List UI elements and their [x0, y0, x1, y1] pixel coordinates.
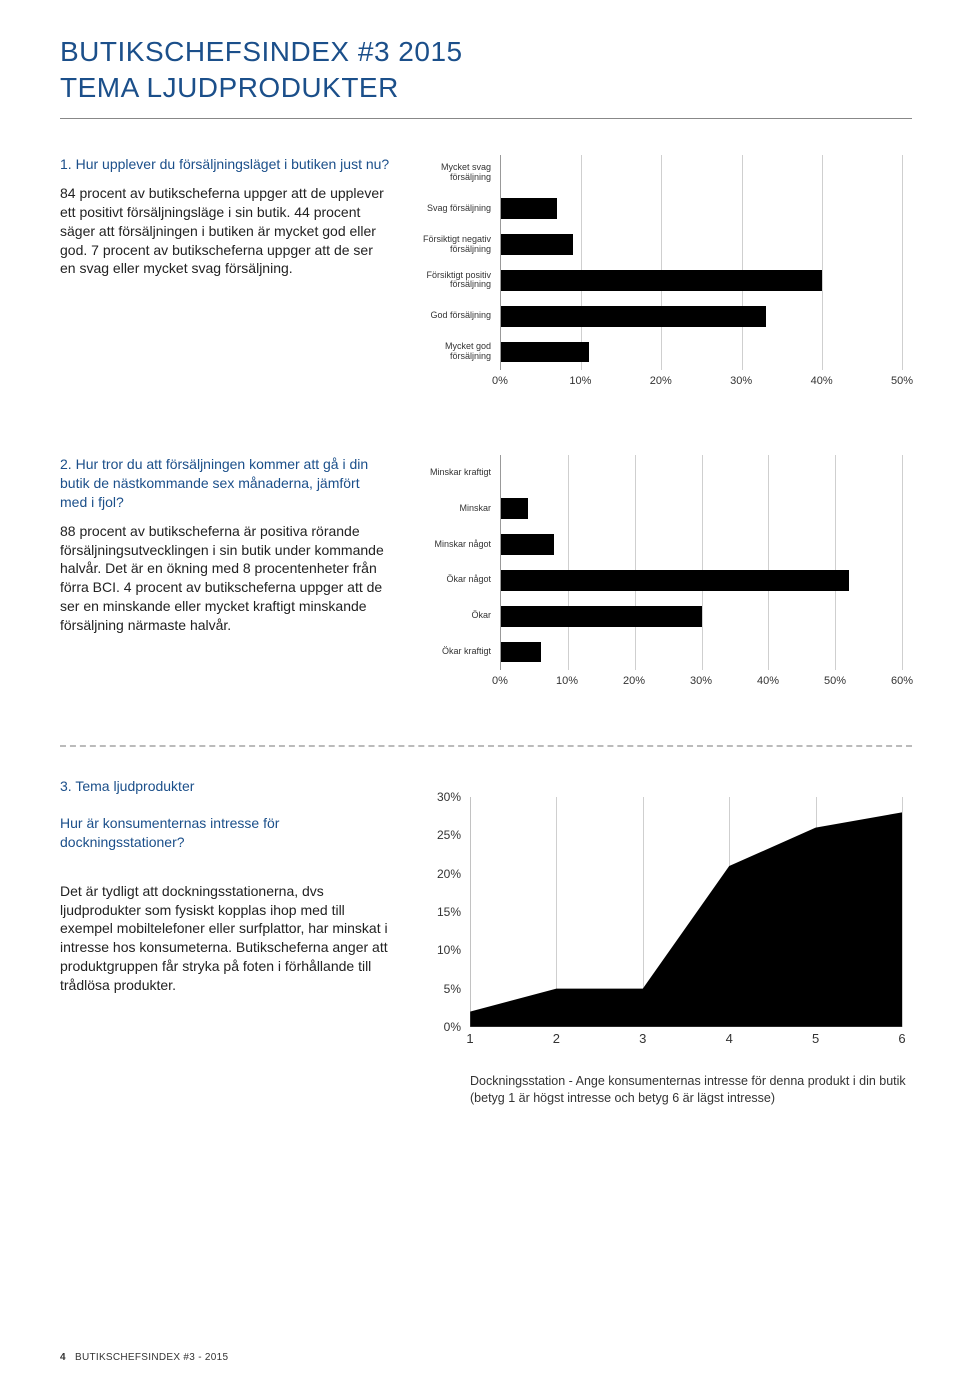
chart-bar — [501, 498, 528, 519]
chart-category-label: God försäljning — [420, 298, 495, 334]
chart-x-tick: 40% — [757, 675, 779, 687]
chart-bar — [501, 234, 573, 255]
q3-chart-caption: Dockningsstation - Ange konsumenternas i… — [420, 1073, 912, 1107]
chart-x-tick: 40% — [811, 375, 833, 387]
chart-bar — [501, 606, 702, 627]
chart-x-tick: 1 — [466, 1031, 473, 1046]
page-title-line2: TEMA LJUDPRODUKTER — [60, 72, 912, 104]
chart-category-label: Försiktigt negativ försäljning — [420, 227, 495, 263]
chart-bar — [501, 306, 766, 327]
chart-x-tick: 20% — [650, 375, 672, 387]
chart-y-tick: 15% — [437, 905, 461, 919]
dashed-divider — [60, 745, 912, 747]
q2-body: 88 procent av butikscheferna är positiva… — [60, 522, 390, 635]
chart-category-label: Svag försäljning — [420, 191, 495, 227]
footer-text: BUTIKSCHEFSINDEX #3 - 2015 — [75, 1352, 228, 1363]
q3-chart: 0% 5% 10% 15% 20% 25% 30% 1 2 3 4 5 6 — [420, 777, 912, 1067]
chart-bar — [501, 198, 557, 219]
chart-category-label: Ökar kraftigt — [420, 634, 495, 670]
chart-category-label: Minskar något — [420, 527, 495, 563]
page-number: 4 — [60, 1352, 66, 1363]
page-footer: 4 BUTIKSCHEFSINDEX #3 - 2015 — [60, 1352, 228, 1363]
q3-body: Det är tydligt att dockningsstationerna,… — [60, 882, 390, 995]
chart-category-label: Ökar något — [420, 562, 495, 598]
q3-title: Tema ljudprodukter — [75, 778, 194, 794]
title-rule — [60, 118, 912, 119]
chart-x-tick: 30% — [730, 375, 752, 387]
chart-x-tick: 10% — [556, 675, 578, 687]
q2-title: Hur tror du att försäljningen kommer att… — [60, 456, 368, 510]
chart-y-tick: 10% — [437, 943, 461, 957]
chart-y-tick: 0% — [444, 1020, 461, 1034]
section-3: 3. Tema ljudprodukter Hur är konsumenter… — [60, 777, 912, 1107]
q1-chart: Mycket svag försäljningSvag försäljningF… — [420, 155, 912, 395]
chart-y-tick: 25% — [437, 828, 461, 842]
q1-body: 84 procent av butikscheferna uppger att … — [60, 184, 390, 278]
q3-number: 3. — [60, 778, 72, 794]
chart-x-tick: 30% — [690, 675, 712, 687]
chart-bar — [501, 342, 589, 363]
q1-number: 1. — [60, 156, 72, 172]
chart-x-tick: 60% — [891, 675, 913, 687]
chart-x-tick: 6 — [898, 1031, 905, 1046]
chart-bar — [501, 270, 822, 291]
chart-bar — [501, 534, 554, 555]
chart-x-tick: 4 — [726, 1031, 733, 1046]
chart-category-label: Försiktigt positiv försäljning — [420, 262, 495, 298]
chart-x-tick: 50% — [891, 375, 913, 387]
q1-title: Hur upplever du försäljningsläget i buti… — [76, 156, 390, 172]
chart-x-tick: 2 — [553, 1031, 560, 1046]
q3-subquestion: Hur är konsumenternas intresse för dockn… — [60, 814, 390, 852]
chart-y-tick: 20% — [437, 867, 461, 881]
chart-y-tick: 30% — [437, 790, 461, 804]
chart-x-tick: 50% — [824, 675, 846, 687]
chart-x-tick: 5 — [812, 1031, 819, 1046]
q2-chart: Minskar kraftigtMinskarMinskar någotÖkar… — [420, 455, 912, 695]
chart-x-tick: 20% — [623, 675, 645, 687]
chart-x-tick: 0% — [492, 675, 508, 687]
chart-x-tick: 10% — [569, 375, 591, 387]
section-1: 1. Hur upplever du försäljningsläget i b… — [60, 155, 912, 395]
chart-category-label: Mycket god försäljning — [420, 334, 495, 370]
chart-x-tick: 0% — [492, 375, 508, 387]
chart-area — [470, 812, 902, 1027]
chart-category-label: Mycket svag försäljning — [420, 155, 495, 191]
chart-x-tick: 3 — [639, 1031, 646, 1046]
chart-category-label: Ökar — [420, 598, 495, 634]
chart-bar — [501, 642, 541, 663]
chart-category-label: Minskar — [420, 491, 495, 527]
page-title-line1: BUTIKSCHEFSINDEX #3 2015 — [60, 36, 912, 68]
q2-number: 2. — [60, 456, 72, 472]
chart-category-label: Minskar kraftigt — [420, 455, 495, 491]
chart-bar — [501, 570, 849, 591]
section-2: 2. Hur tror du att försäljningen kommer … — [60, 455, 912, 695]
chart-y-tick: 5% — [444, 982, 461, 996]
